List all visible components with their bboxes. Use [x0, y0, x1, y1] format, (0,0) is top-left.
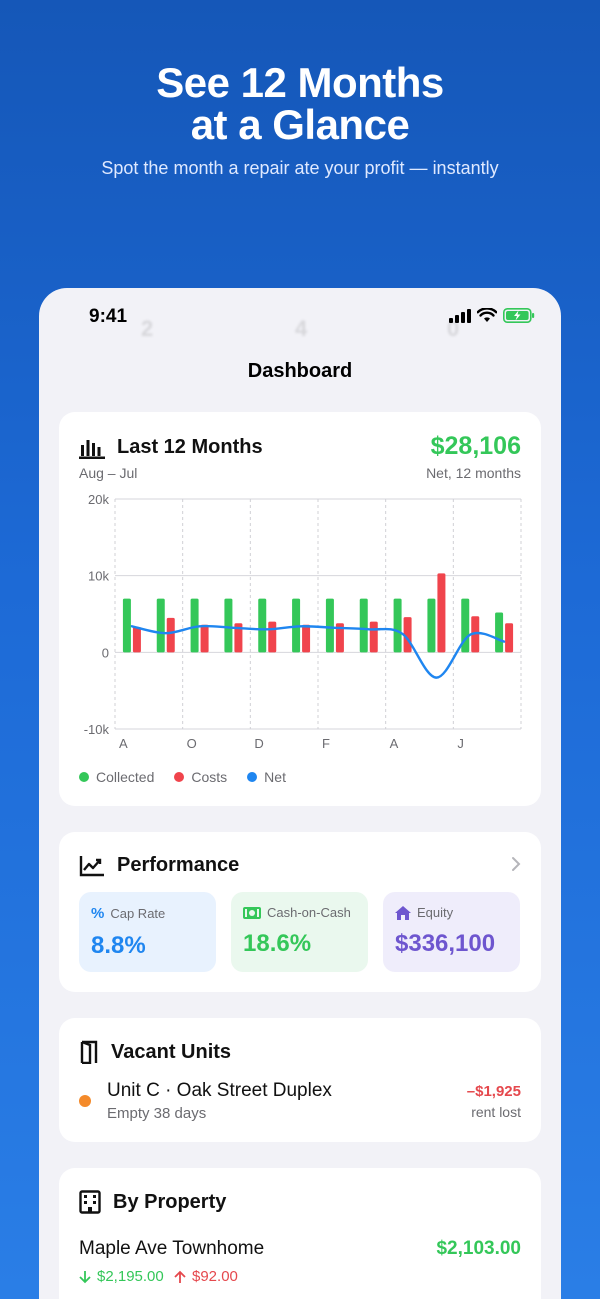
tile-label: Cap Rate [110, 906, 166, 921]
phone-screen: 2 4 0 9:41 Dashboard [39, 288, 561, 1299]
net-line [130, 624, 506, 679]
performance-card[interactable]: Performance % Cap Rate 8.8% Cash-on-Cash [59, 832, 541, 992]
y-tick-label: 10k [88, 569, 109, 584]
hero-title-line1: See 12 Months [156, 59, 444, 106]
x-tick-label: A [119, 736, 128, 751]
vacant-title: Vacant Units [111, 1040, 232, 1063]
door-icon [80, 1040, 98, 1064]
bar-collected [393, 598, 402, 653]
tile-label: Equity [417, 905, 454, 920]
rent-lost-amount: –$1,925 [466, 1083, 521, 1100]
tile-cap-rate[interactable]: % Cap Rate 8.8% [79, 892, 216, 972]
y-tick-label: 20k [88, 492, 109, 507]
legend-dot [247, 772, 258, 782]
bar-collected [190, 598, 199, 653]
x-tick-label: J [457, 736, 464, 751]
status-bar: 9:41 [39, 288, 561, 348]
tile-value: 8.8% [91, 932, 146, 959]
chart-legend: Collected Costs Net [79, 769, 286, 785]
rent-lost-label: rent lost [471, 1104, 521, 1120]
arrow-up-icon [174, 1270, 186, 1283]
legend-item-collected: Collected [79, 769, 154, 785]
y-tick-label: -10k [84, 722, 110, 737]
net-total: $28,106 [430, 432, 521, 460]
bar-collected [224, 598, 233, 653]
x-tick-label: F [322, 736, 330, 751]
hero-title: See 12 Months at a Glance [0, 62, 600, 146]
vacant-header: Vacant Units [79, 1040, 231, 1064]
bar-collected [122, 598, 131, 653]
tile-cash-on-cash[interactable]: Cash-on-Cash 18.6% [231, 892, 368, 972]
property-net: $2,103.00 [436, 1238, 521, 1259]
net-total-label: Net, 12 months [426, 465, 521, 481]
vacant-units-card[interactable]: Vacant Units Unit C · Oak Street Duplex … [59, 1018, 541, 1142]
chart-card-header: Last 12 Months [79, 436, 263, 459]
vacancy-status-dot [79, 1095, 91, 1107]
building-icon [79, 1190, 101, 1214]
bar-collected [258, 598, 267, 653]
by-property-card[interactable]: By Property Maple Ave Townhome $2,103.00… [59, 1168, 541, 1299]
x-tick-label: A [390, 736, 399, 751]
bar-costs [200, 624, 209, 653]
arrow-down-icon [79, 1270, 91, 1283]
bar-collected [359, 598, 368, 653]
chart-card-title: Last 12 Months [117, 436, 263, 458]
hero-subtitle: Spot the month a repair ate your profit … [101, 158, 499, 178]
bar-costs [437, 573, 446, 653]
y-tick-label: 0 [102, 645, 109, 660]
by-property-title: By Property [113, 1190, 227, 1213]
bar-collected [325, 598, 334, 653]
tile-equity[interactable]: Equity $336,100 [383, 892, 520, 972]
chevron-right-icon[interactable] [511, 856, 521, 872]
wifi-icon [477, 308, 497, 322]
property-income: $2,195.00 [79, 1268, 164, 1285]
hero-title-line2: at a Glance [190, 101, 410, 148]
bar-collected [156, 598, 165, 653]
legend-dot [79, 772, 89, 782]
bar-costs [132, 627, 141, 653]
by-property-header: By Property [79, 1190, 226, 1214]
x-tick-label: D [254, 736, 263, 751]
bar-collected [495, 612, 504, 653]
tile-value: 18.6% [243, 930, 312, 957]
bar-collected [461, 598, 470, 653]
bar-costs [302, 624, 311, 653]
bar-costs [268, 621, 277, 653]
bar-collected [427, 598, 436, 653]
legend-item-net: Net [247, 769, 286, 785]
chart-date-range: Aug – Jul [79, 465, 138, 481]
signal-icon [449, 308, 471, 323]
trend-chart-icon [79, 855, 104, 876]
bar-costs [234, 623, 243, 653]
performance-header: Performance [79, 854, 239, 877]
x-tick-label: O [187, 736, 197, 751]
property-expense: $92.00 [174, 1268, 238, 1285]
house-icon [395, 905, 411, 920]
cash-icon [243, 906, 261, 919]
tile-label: Cash-on-Cash [267, 905, 351, 920]
bar-costs [369, 621, 378, 653]
monthly-chart: 20k 10k 0 -10k A O D F A J [84, 492, 522, 751]
vacant-unit-name: Unit C · Oak Street Duplex [107, 1080, 332, 1101]
bar-costs [335, 623, 344, 653]
battery-charging-icon [503, 308, 535, 323]
bar-costs [505, 623, 514, 653]
bar-chart-icon [79, 439, 105, 459]
bar-costs [166, 617, 175, 653]
last-12-months-card[interactable]: Last 12 Months Aug – Jul $28,106 Net, 12… [59, 412, 541, 806]
legend-item-costs: Costs [174, 769, 227, 785]
property-name: Maple Ave Townhome [79, 1238, 265, 1259]
status-time: 9:41 [89, 306, 128, 327]
nav-title: Dashboard [247, 360, 353, 382]
hero: See 12 Months at a Glance Spot the month… [0, 62, 600, 179]
percent-icon: % [91, 905, 105, 922]
status-icons [449, 308, 535, 323]
performance-title: Performance [117, 854, 240, 876]
legend-dot [174, 772, 185, 782]
tile-value: $336,100 [395, 930, 496, 957]
vacant-unit-days: Empty 38 days [107, 1105, 207, 1122]
